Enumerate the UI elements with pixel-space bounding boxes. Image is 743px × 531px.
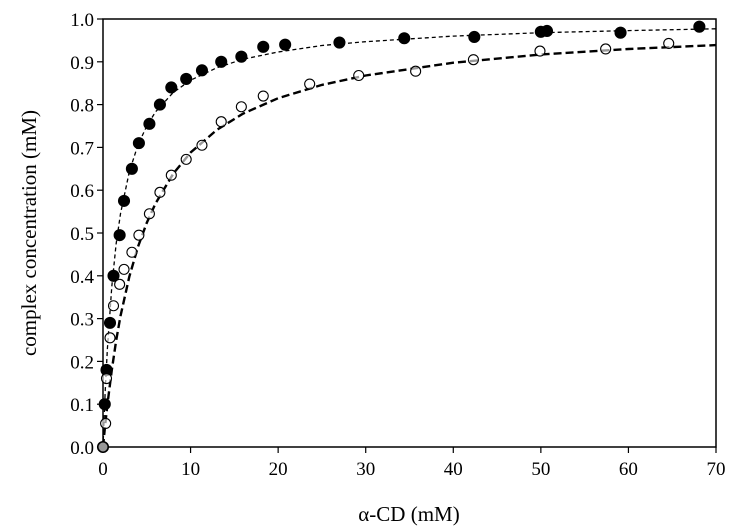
data-point-filled-circle	[333, 36, 346, 49]
fit-line-open-circle	[101, 43, 717, 448]
data-point-filled-circle	[398, 32, 411, 45]
data-point-open-circle	[154, 186, 166, 198]
data-point-open-circle	[104, 332, 116, 344]
data-point-open-circle	[196, 139, 208, 151]
data-point-open-circle	[133, 229, 145, 241]
x-tick-label: 0	[98, 459, 108, 480]
data-point-filled-circle	[180, 72, 193, 85]
data-point-open-circle	[600, 43, 612, 55]
data-point-filled-circle	[117, 194, 131, 207]
data-point-open-circle	[304, 78, 316, 90]
data-point-filled-circle	[257, 40, 270, 53]
data-point-open-circle	[107, 300, 120, 312]
data-point-filled-circle	[614, 26, 627, 39]
y-tick-label: 1.0	[70, 10, 94, 31]
data-point-open-circle	[235, 101, 247, 113]
y-tick-label: 0.1	[70, 395, 94, 416]
fit-lines	[101, 28, 717, 448]
data-point-open-circle	[100, 372, 113, 385]
y-tick-label: 0.2	[70, 352, 94, 373]
y-tick-label: 0.3	[70, 310, 94, 331]
data-point-open-circle	[215, 116, 227, 128]
data-point-filled-circle	[215, 55, 228, 68]
y-tick-label: 0.5	[70, 224, 94, 245]
data-point-open-circle	[534, 45, 546, 57]
x-tick-label: 70	[707, 459, 726, 480]
data-point-open-circle	[180, 153, 192, 165]
x-axis-label: α-CD (mM)	[358, 502, 459, 526]
y-tick-label: 0.4	[70, 267, 94, 288]
data-point-open-circle	[257, 90, 269, 102]
data-point-open-circle	[663, 37, 675, 49]
data-point-open-circle	[467, 54, 479, 66]
data-point-filled-circle	[113, 229, 126, 242]
data-point-filled-circle	[125, 162, 138, 175]
data-point-filled-circle	[153, 98, 166, 111]
data-point-open-circle	[410, 65, 422, 77]
data-point-filled-circle	[98, 398, 111, 411]
x-tick-label: 30	[356, 459, 375, 480]
x-tick-label: 40	[444, 459, 463, 480]
data-point-filled-circle	[540, 24, 554, 38]
x-tick-label: 50	[531, 459, 550, 480]
data-point-open-circle	[114, 278, 126, 290]
data-point-filled-circle	[165, 81, 178, 94]
data-point-open-circle	[97, 441, 109, 453]
data-point-filled-circle	[143, 117, 156, 130]
data-point-filled-circle	[468, 30, 481, 44]
y-axis-ticks: 0.0 0.1 0.2 0.3 0.4 0.5 0.6 0.7 0.8 0.9 1.0	[70, 10, 103, 459]
y-tick-label: 0.7	[70, 138, 94, 159]
y-tick-label: 0.6	[70, 181, 94, 202]
fit-line-filled-circle	[102, 28, 717, 448]
y-tick-label: 0.9	[70, 53, 94, 74]
data-point-filled-circle	[235, 50, 248, 63]
x-tick-label: 10	[181, 459, 200, 480]
y-tick-label: 0.0	[70, 438, 94, 459]
data-point-filled-circle	[103, 316, 117, 329]
data-point-open-circle	[165, 169, 177, 181]
x-tick-label: 60	[619, 459, 638, 480]
data-point-open-circle	[143, 208, 155, 220]
data-point-filled-circle	[279, 38, 292, 51]
data-point-open-circle	[353, 69, 365, 82]
data-point-filled-circle	[195, 64, 209, 77]
data-point-filled-circle	[107, 269, 120, 282]
data-point-open-circle	[100, 417, 112, 430]
data-points	[96, 20, 706, 454]
data-point-open-circle	[118, 263, 130, 275]
data-point-filled-circle	[132, 137, 145, 150]
x-tick-label: 20	[269, 459, 288, 480]
x-axis-ticks: 0 10 20 30 40 50 60 70	[98, 447, 726, 480]
y-axis-label: complex concentration (mM)	[17, 110, 41, 356]
plot-frame	[102, 18, 717, 448]
data-point-filled-circle	[693, 20, 706, 33]
y-tick-label: 0.8	[70, 96, 94, 117]
data-point-open-circle	[126, 246, 138, 258]
